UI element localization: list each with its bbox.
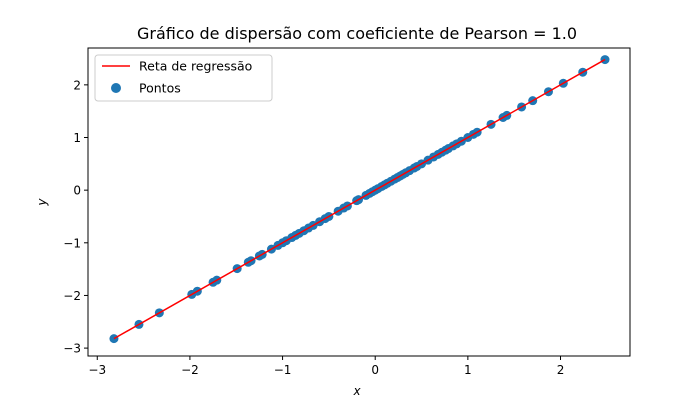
regression-line — [113, 58, 606, 340]
y-axis-label: y — [35, 198, 49, 207]
axes-frame — [87, 47, 631, 357]
y-tick-label: 0 — [73, 184, 81, 198]
plot-area — [109, 55, 610, 344]
x-tick-label: −1 — [274, 363, 292, 377]
x-tick-label: −3 — [88, 363, 106, 377]
x-tick-label: −2 — [181, 363, 199, 377]
x-tick-label: 1 — [464, 363, 472, 377]
chart-title: Gráfico de dispersão com coeficiente de … — [137, 24, 577, 43]
scatter-point — [600, 55, 610, 65]
y-tick-label: −3 — [63, 342, 81, 356]
y-tick-label: 2 — [73, 78, 81, 92]
x-axis-label: x — [352, 384, 361, 398]
y-tick-label: −2 — [63, 289, 81, 303]
legend-point-swatch — [111, 83, 121, 93]
x-tick-label: 0 — [371, 363, 379, 377]
x-axis-ticks: −3 −2 −1 0 1 2 — [88, 356, 564, 377]
y-tick-label: −1 — [63, 236, 81, 250]
legend: Reta de regressão Pontos — [94, 54, 273, 102]
legend-label-regression: Reta de regressão — [139, 59, 252, 74]
legend-label-points: Pontos — [139, 81, 181, 96]
y-tick-label: 1 — [73, 131, 81, 145]
regression-line-group — [113, 58, 606, 340]
y-axis-ticks: −3 −2 −1 0 1 2 — [63, 78, 88, 356]
x-tick-label: 2 — [557, 363, 565, 377]
legend-box — [94, 54, 273, 102]
